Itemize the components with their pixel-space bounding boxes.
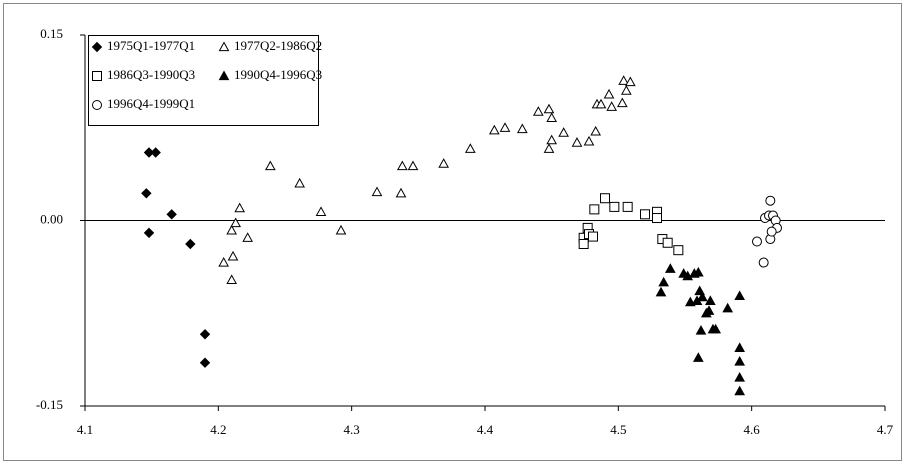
point [589, 204, 600, 215]
point [583, 135, 595, 146]
point [226, 274, 238, 284]
x-tick-label: 4.3 [344, 422, 360, 437]
point [199, 329, 211, 340]
point [696, 291, 708, 302]
point [218, 257, 230, 267]
point [758, 257, 769, 268]
point [166, 209, 177, 220]
legend-label: 1986Q3-1990Q3 [107, 67, 195, 82]
point [734, 342, 746, 352]
point [578, 238, 589, 249]
point [532, 106, 544, 116]
y-tick-label: -0.15 [36, 397, 63, 412]
point [546, 112, 558, 122]
point [616, 97, 628, 108]
point [692, 266, 704, 277]
legend-label: 1977Q2-1986Q2 [234, 38, 322, 53]
point [658, 276, 670, 287]
point [765, 195, 776, 206]
point [620, 85, 632, 95]
point [488, 124, 500, 135]
point [543, 143, 555, 153]
point [185, 238, 196, 250]
point [199, 357, 211, 368]
point [396, 160, 408, 171]
legend-marker [218, 41, 230, 52]
x-tick-label: 4.7 [877, 422, 894, 437]
point [640, 209, 650, 220]
point [588, 231, 598, 242]
point [603, 88, 615, 99]
point [499, 122, 511, 132]
point [624, 76, 636, 87]
point [652, 213, 662, 224]
point [335, 224, 347, 235]
legend-marker [92, 100, 102, 110]
point [543, 103, 555, 114]
point [722, 302, 734, 313]
point [609, 201, 620, 212]
point [692, 352, 704, 362]
point [662, 237, 673, 248]
legend-label: 1990Q4-1996Q3 [234, 67, 322, 82]
x-tick-label: 4.6 [744, 422, 761, 437]
point [655, 286, 667, 297]
y-tick-label: 0.15 [40, 26, 63, 41]
legend-marker [218, 70, 230, 81]
x-tick-label: 4.5 [610, 422, 626, 437]
point [673, 245, 684, 256]
legend-marker [92, 71, 102, 81]
point [227, 250, 239, 261]
legend-box [88, 35, 319, 126]
point [315, 206, 327, 216]
point [242, 232, 254, 242]
point [704, 295, 716, 305]
point [734, 355, 746, 366]
point [766, 226, 777, 237]
point [664, 263, 676, 273]
point [516, 123, 528, 134]
point [600, 193, 610, 204]
point [371, 186, 383, 197]
point [143, 227, 155, 239]
point [734, 385, 746, 396]
point [264, 160, 276, 171]
point [230, 217, 242, 228]
x-tick-label: 4.2 [210, 422, 226, 437]
point [438, 158, 450, 168]
point [150, 147, 161, 158]
point [703, 305, 715, 315]
point [595, 98, 607, 109]
legend-label: 1996Q4-1999Q1 [107, 96, 195, 111]
legend-marker [91, 41, 103, 53]
legend-label: 1975Q1-1977Q1 [107, 38, 195, 53]
y-tick-label: 0.00 [40, 211, 63, 226]
point [407, 160, 419, 171]
point [710, 323, 722, 334]
point [734, 290, 746, 301]
point [464, 143, 476, 153]
x-tick-label: 4.1 [77, 422, 93, 437]
point [734, 372, 746, 382]
point [618, 75, 630, 85]
point [226, 224, 238, 235]
point [695, 325, 707, 335]
point [141, 188, 152, 199]
point [752, 236, 762, 247]
point [234, 202, 246, 213]
point [294, 177, 306, 188]
point [395, 187, 407, 198]
point [546, 134, 558, 145]
x-tick-label: 4.4 [477, 422, 494, 437]
point [606, 101, 618, 111]
point [558, 127, 570, 137]
point [571, 137, 583, 147]
point [622, 201, 633, 212]
point [590, 125, 602, 136]
